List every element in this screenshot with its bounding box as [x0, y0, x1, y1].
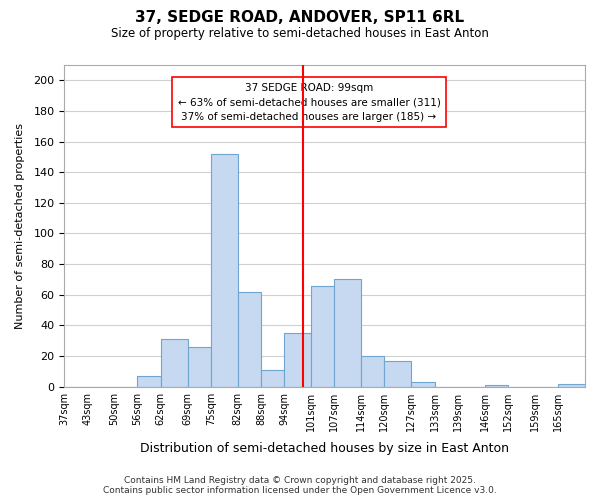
Bar — [485, 385, 508, 386]
Bar — [284, 333, 311, 386]
Bar — [238, 292, 261, 386]
Bar — [137, 376, 161, 386]
Bar — [361, 356, 385, 386]
Text: 37, SEDGE ROAD, ANDOVER, SP11 6RL: 37, SEDGE ROAD, ANDOVER, SP11 6RL — [136, 10, 464, 25]
Bar — [412, 382, 434, 386]
Text: 37 SEDGE ROAD: 99sqm
← 63% of semi-detached houses are smaller (311)
37% of semi: 37 SEDGE ROAD: 99sqm ← 63% of semi-detac… — [178, 82, 440, 122]
Bar — [334, 280, 361, 386]
Bar — [211, 154, 238, 386]
Bar — [161, 339, 188, 386]
Bar — [188, 347, 211, 387]
Bar — [558, 384, 585, 386]
Bar — [385, 360, 412, 386]
Bar — [311, 286, 334, 386]
Text: Contains HM Land Registry data © Crown copyright and database right 2025.
Contai: Contains HM Land Registry data © Crown c… — [103, 476, 497, 495]
Bar — [261, 370, 284, 386]
Y-axis label: Number of semi-detached properties: Number of semi-detached properties — [15, 123, 25, 329]
Text: Size of property relative to semi-detached houses in East Anton: Size of property relative to semi-detach… — [111, 28, 489, 40]
X-axis label: Distribution of semi-detached houses by size in East Anton: Distribution of semi-detached houses by … — [140, 442, 509, 455]
